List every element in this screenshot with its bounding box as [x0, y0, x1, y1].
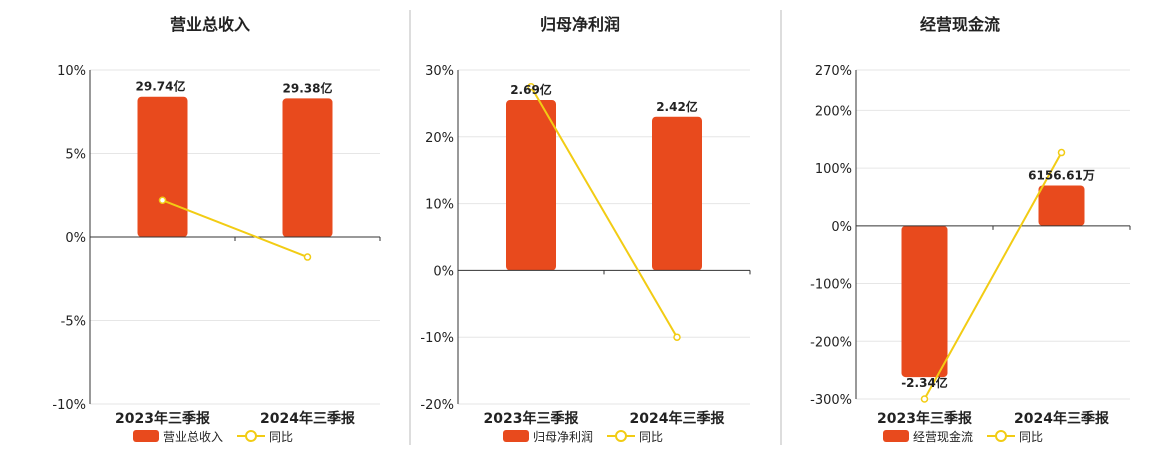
yoy-point[interactable]: [303, 253, 312, 261]
y-tick-label: -200%: [810, 335, 852, 350]
yoy-point[interactable]: [1057, 148, 1066, 157]
chart-title: 营业总收入: [170, 15, 250, 34]
y-tick-label: -5%: [61, 315, 86, 330]
y-tick-label: -10%: [420, 331, 454, 346]
x-category-label: 2024年三季报: [630, 410, 725, 427]
bar[interactable]: [1038, 185, 1085, 226]
y-tick-label: 0%: [831, 220, 852, 235]
y-tick-label: 30%: [425, 64, 454, 79]
bar-value-label: 2.69亿: [510, 82, 552, 97]
yoy-point[interactable]: [158, 196, 167, 205]
x-category-label: 2023年三季报: [484, 410, 579, 427]
y-tick-label: 20%: [425, 131, 454, 146]
yoy-line: [530, 86, 678, 338]
bar[interactable]: [137, 96, 188, 237]
yoy-line: [162, 199, 308, 258]
chart-title: 归母净利润: [540, 15, 620, 34]
x-category-label: 2023年三季报: [115, 410, 210, 427]
bar[interactable]: [652, 116, 702, 271]
x-category-label: 2023年三季报: [877, 410, 972, 427]
y-tick-label: -100%: [810, 278, 852, 293]
y-tick-label: 5%: [65, 148, 86, 163]
bar-value-label: 29.74亿: [136, 79, 186, 94]
y-tick-label: 270%: [815, 64, 852, 79]
bar-value-label: 6156.61万: [1028, 168, 1095, 182]
bar-value-label: 29.38亿: [283, 80, 333, 95]
y-tick-label: 10%: [57, 64, 86, 79]
legend-bar-label: 经营现金流: [913, 429, 973, 444]
legend-line-marker: [615, 430, 627, 442]
legend-line-label: 同比: [269, 430, 293, 444]
yoy-point[interactable]: [527, 82, 535, 91]
y-tick-label: 200%: [815, 104, 852, 119]
bar[interactable]: [506, 100, 556, 271]
legend-bar-swatch[interactable]: [133, 430, 159, 442]
bar-value-label: 2.42亿: [656, 99, 698, 114]
yoy-line: [923, 152, 1063, 400]
x-category-label: 2024年三季报: [1014, 410, 1109, 427]
bar[interactable]: [282, 98, 333, 237]
y-tick-label: -20%: [420, 398, 454, 413]
y-tick-label: 100%: [815, 162, 852, 177]
bar-value-label: -2.34亿: [901, 375, 948, 390]
legend-line-marker: [995, 430, 1007, 442]
yoy-point[interactable]: [673, 333, 681, 341]
legend-line-marker: [245, 430, 257, 442]
legend-bar-swatch[interactable]: [883, 430, 909, 442]
y-tick-label: -10%: [52, 398, 86, 413]
legend-line-label: 同比: [639, 430, 663, 444]
yoy-point[interactable]: [920, 395, 929, 403]
y-tick-label: 10%: [425, 198, 454, 213]
legend-line-label: 同比: [1019, 430, 1043, 444]
x-category-label: 2024年三季报: [260, 410, 355, 427]
legend-bar-swatch[interactable]: [503, 430, 529, 442]
chart-title: 经营现金流: [920, 15, 1000, 34]
bar[interactable]: [901, 225, 948, 378]
legend-bar-label: 营业总收入: [163, 430, 223, 444]
y-tick-label: -300%: [810, 393, 852, 408]
legend-bar-label: 归母净利润: [533, 430, 593, 444]
y-tick-label: 0%: [65, 231, 86, 246]
y-tick-label: 0%: [433, 264, 454, 279]
